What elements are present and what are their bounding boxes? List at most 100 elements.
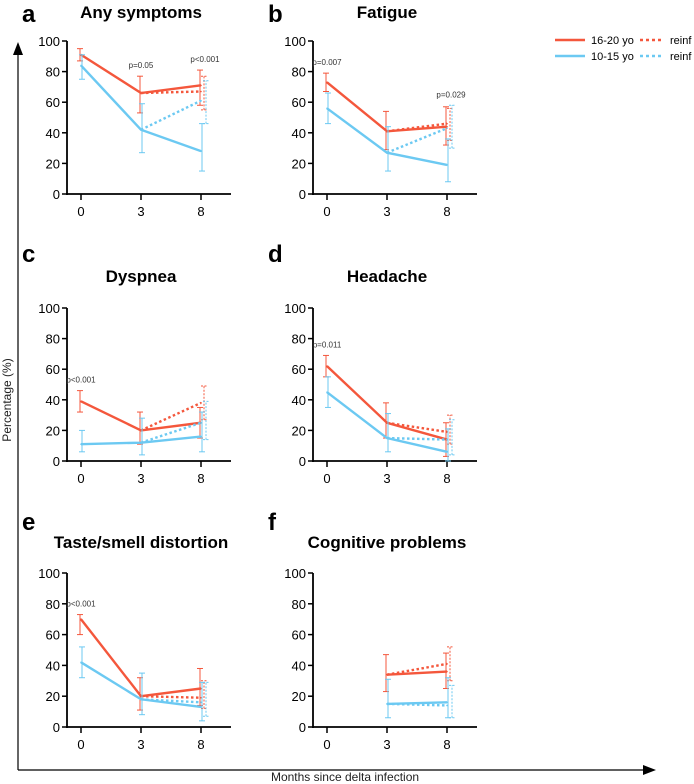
- error-bar: [445, 138, 451, 183]
- legend-label: reinf: [670, 35, 692, 47]
- series-line-older-reinf: [386, 421, 448, 434]
- data-point: [200, 99, 202, 102]
- data-point: [326, 391, 328, 393]
- data-point: [200, 687, 202, 690]
- error-bar: [77, 614, 83, 636]
- x-tick-label: 8: [197, 204, 204, 219]
- panel-title: Taste/smell distortion: [54, 533, 228, 552]
- error-bar: [325, 376, 331, 408]
- data-point: [80, 443, 82, 445]
- x-tick-label: 0: [77, 737, 84, 752]
- data-point: [386, 437, 388, 439]
- y-tick-label: 40: [292, 658, 306, 673]
- y-tick-label: 80: [46, 65, 60, 80]
- error-bar: [201, 75, 207, 111]
- data-point: [140, 92, 142, 94]
- y-tick-label: 100: [38, 34, 60, 49]
- legend-label: 10-15 yo: [591, 51, 634, 63]
- x-tick-label: 0: [323, 204, 330, 219]
- panel-a: a Any symptoms 0 20 40 60 80 100 0 3 8 p=0.05 p<0.00…: [22, 1, 231, 219]
- y-tick-label: 20: [292, 156, 306, 171]
- y-tick-label: 100: [284, 34, 306, 49]
- x-tick-label: 0: [323, 737, 330, 752]
- data-point: [386, 673, 388, 676]
- data-point: [200, 90, 202, 93]
- error-bar: [203, 681, 209, 717]
- data-point: [446, 125, 448, 128]
- y-tick-label: 20: [46, 689, 60, 704]
- data-point: [446, 451, 448, 453]
- series-line-younger-reinf: [140, 99, 202, 131]
- panel-letter: c: [22, 241, 35, 268]
- y-tick-label: 100: [38, 566, 60, 581]
- data-point: [140, 429, 142, 432]
- data-point: [326, 81, 328, 84]
- data-point: [446, 670, 448, 673]
- error-bar: [139, 417, 145, 456]
- data-point: [200, 435, 202, 438]
- x-tick-label: 8: [197, 737, 204, 752]
- legend: 16-20 yo reinf 10-15 yo reinf: [555, 35, 692, 63]
- y-tick-label: 20: [292, 423, 306, 438]
- y-tick-label: 60: [292, 362, 306, 377]
- panel-letter: d: [268, 241, 283, 268]
- panel-title: Cognitive problems: [308, 533, 467, 552]
- panel-title: Headache: [347, 267, 427, 286]
- panel-letter: e: [22, 509, 35, 536]
- legend-label: reinf: [670, 51, 692, 63]
- y-tick-label: 100: [38, 301, 60, 316]
- data-point: [200, 402, 202, 404]
- x-tick-label: 8: [443, 471, 450, 486]
- x-tick-label: 0: [77, 204, 84, 219]
- y-tick-label: 40: [46, 393, 60, 408]
- y-tick-label: 100: [284, 301, 306, 316]
- error-bar: [79, 429, 85, 453]
- data-point: [386, 151, 388, 154]
- p-value-annotation: p<0.001: [66, 600, 96, 609]
- panel-title: Any symptoms: [80, 3, 202, 22]
- x-tick-label: 3: [383, 204, 390, 219]
- error-bar: [385, 413, 391, 453]
- data-point: [140, 441, 142, 444]
- y-tick-label: 40: [46, 126, 60, 141]
- data-point: [446, 704, 448, 707]
- panel-title: Fatigue: [357, 3, 417, 22]
- outer-axes: Percentage (%) Months since delta infect…: [0, 42, 656, 784]
- y-arrow-icon: [13, 42, 23, 55]
- data-point: [386, 421, 388, 424]
- error-bar: [199, 411, 205, 453]
- data-point: [446, 164, 448, 166]
- panel-title: Dyspnea: [106, 267, 177, 286]
- series-line-younger: [326, 107, 448, 167]
- series-line-older-reinf: [140, 695, 202, 699]
- y-tick-label: 80: [292, 332, 306, 347]
- data-point: [200, 421, 202, 424]
- error-bar: [445, 428, 451, 462]
- x-tick-label: 0: [323, 471, 330, 486]
- x-arrow-icon: [643, 765, 656, 775]
- panel-b: b Fatigue 0 20 40 60 80 100 0 3 8 p=0.007 p=0.029: [268, 1, 477, 219]
- y-tick-label: 100: [284, 566, 306, 581]
- error-bar: [449, 104, 455, 149]
- series-line-younger-reinf: [386, 127, 448, 154]
- y-tick-label: 80: [292, 65, 306, 80]
- error-bar: [77, 390, 83, 413]
- data-point: [386, 703, 388, 705]
- data-point: [386, 130, 388, 133]
- p-value-annotation: p=0.05: [129, 61, 154, 70]
- error-bar: [385, 126, 391, 172]
- p-value-annotation: p=0.007: [312, 58, 342, 67]
- error-bar: [447, 646, 453, 682]
- y-tick-label: 0: [299, 454, 306, 469]
- series-line-younger-reinf: [140, 698, 202, 704]
- series-line-older: [386, 670, 448, 676]
- y-tick-label: 40: [292, 393, 306, 408]
- data-point: [140, 695, 142, 697]
- y-tick-label: 20: [46, 156, 60, 171]
- data-point: [200, 696, 202, 699]
- y-tick-label: 40: [46, 658, 60, 673]
- data-point: [446, 701, 448, 704]
- panel-e: e Taste/smell distortion 0 20 40 60 80 100 0 3 8 p<…: [22, 509, 231, 752]
- series-line-younger-reinf: [386, 702, 448, 707]
- series-line-older-reinf: [140, 401, 202, 432]
